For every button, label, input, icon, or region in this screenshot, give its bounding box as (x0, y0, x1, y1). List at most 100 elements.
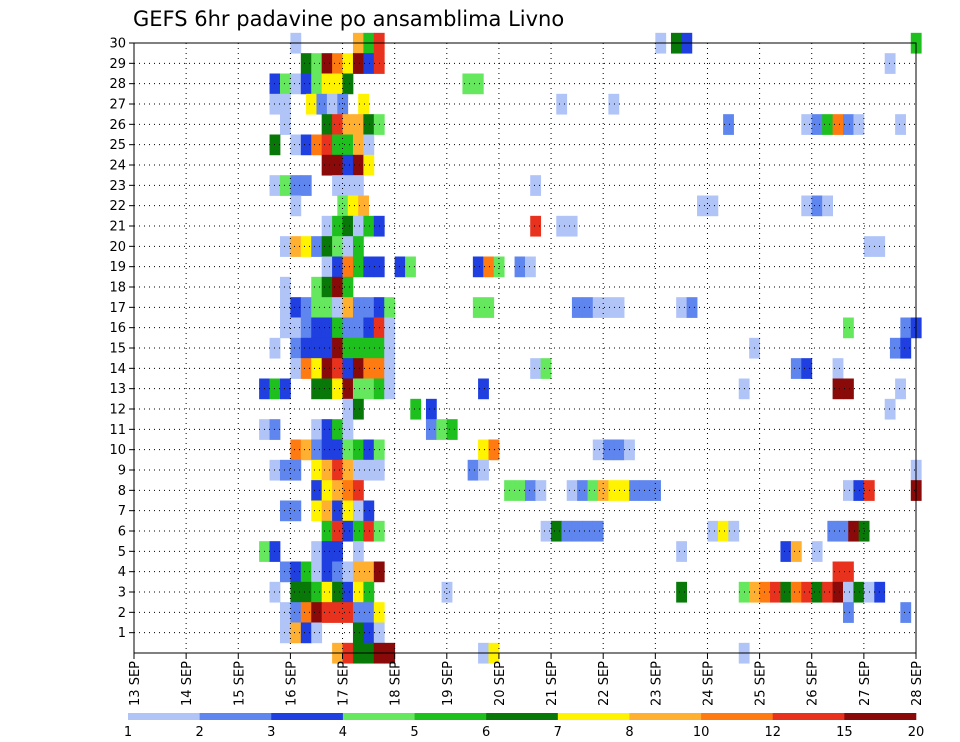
heatmap-cell (811, 114, 823, 135)
heatmap-cell (363, 500, 375, 522)
heatmap-cell (884, 398, 896, 420)
heatmap-cell (352, 317, 364, 339)
heatmap-cell (290, 175, 302, 196)
heatmap-cell (316, 93, 328, 115)
y-tick-label: 18 (109, 281, 126, 296)
colorbar-segment (844, 713, 917, 720)
heatmap-cell (342, 439, 354, 461)
y-tick-label: 4 (118, 565, 126, 580)
heatmap-cell (290, 337, 302, 359)
y-tick-label: 16 (109, 321, 126, 336)
heatmap-cell (342, 602, 354, 623)
x-tick-label: 28 SEP (910, 661, 925, 706)
heatmap-cell (352, 358, 364, 379)
heatmap-cell (832, 581, 844, 603)
heatmap-cell (801, 114, 813, 135)
colorbar-segment (128, 713, 200, 720)
heatmap-cell (832, 358, 844, 379)
colorbar-segment (772, 713, 845, 720)
heatmap-cell (332, 500, 343, 522)
y-tick-label: 19 (109, 260, 126, 275)
heatmap-cell (843, 378, 854, 400)
heatmap-cell (587, 480, 599, 501)
colorbar-segment (629, 713, 702, 720)
heatmap-cell (342, 459, 354, 481)
heatmap-cell (352, 134, 364, 156)
y-tick-label: 14 (109, 362, 126, 377)
heatmap-cell (551, 520, 562, 542)
heatmap-cell (582, 297, 594, 318)
heatmap-cell (801, 358, 813, 379)
heatmap-cell (279, 500, 291, 522)
heatmap-cell (311, 561, 323, 583)
heatmap-cell (342, 236, 354, 257)
y-tick-label: 15 (109, 342, 126, 357)
heatmap-cell (483, 256, 495, 278)
heatmap-cell (472, 73, 484, 95)
x-tick-label: 18 SEP (389, 661, 404, 706)
heatmap-cell (332, 602, 343, 623)
heatmap-cell (697, 195, 708, 217)
heatmap-cell (425, 419, 437, 440)
heatmap-cell (352, 581, 364, 603)
y-tick-label: 1 (118, 626, 126, 641)
heatmap-cell (592, 297, 604, 318)
heatmap-cell (780, 581, 792, 603)
heatmap-cell (822, 195, 833, 217)
heatmap-cell (394, 256, 406, 278)
heatmap-cell (311, 419, 323, 440)
heatmap-cell (321, 236, 333, 257)
heatmap-cell (311, 378, 323, 400)
heatmap-cell (900, 317, 912, 339)
heatmap-cells (259, 32, 922, 664)
heatmap-cell (707, 520, 719, 542)
heatmap-cell (352, 541, 364, 562)
colorbar-label: 12 (764, 725, 781, 740)
heatmap-cell (483, 297, 495, 318)
heatmap-cell (363, 53, 375, 74)
heatmap-cell (290, 195, 302, 217)
y-tick-label: 17 (109, 301, 126, 316)
heatmap-cell (311, 236, 323, 257)
heatmap-cell (352, 256, 364, 278)
heatmap-cell (300, 297, 312, 318)
heatmap-cell (843, 480, 854, 501)
y-tick-label: 7 (118, 504, 126, 519)
heatmap-cell (352, 236, 364, 257)
heatmap-cell (321, 459, 333, 481)
heatmap-cell (478, 439, 489, 461)
heatmap-cell (321, 439, 333, 461)
heatmap-cell (337, 195, 349, 217)
heatmap-cell (321, 520, 333, 542)
heatmap-cell (530, 358, 542, 379)
heatmap-cell (363, 256, 375, 278)
heatmap-cell (571, 297, 583, 318)
heatmap-cell (352, 480, 364, 501)
y-axis: 1234567891011121314151617181920212223242… (109, 37, 134, 641)
heatmap-cell (884, 53, 896, 74)
y-tick-label: 28 (109, 77, 126, 92)
heatmap-cell (332, 276, 343, 298)
heatmap-cell (525, 256, 536, 278)
heatmap-cell (321, 419, 333, 440)
heatmap-cell (363, 439, 375, 461)
heatmap-cell (790, 581, 802, 603)
heatmap-cell (290, 561, 302, 583)
heatmap-cell (822, 581, 833, 603)
heatmap-cell (410, 398, 422, 420)
heatmap-cell (352, 215, 364, 237)
heatmap-cell (363, 561, 375, 583)
x-tick-label: 27 SEP (858, 661, 873, 706)
heatmap-cell (311, 297, 323, 318)
heatmap-cell (342, 134, 354, 156)
heatmap-cell (311, 53, 323, 74)
heatmap-cell (290, 622, 302, 644)
heatmap-cell (478, 459, 489, 481)
heatmap-cell (279, 602, 291, 623)
heatmap-cell (321, 500, 333, 522)
y-tick-label: 20 (109, 240, 126, 255)
heatmap-cell (603, 297, 615, 318)
heatmap-cell (900, 602, 912, 623)
y-tick-label: 10 (109, 443, 126, 458)
